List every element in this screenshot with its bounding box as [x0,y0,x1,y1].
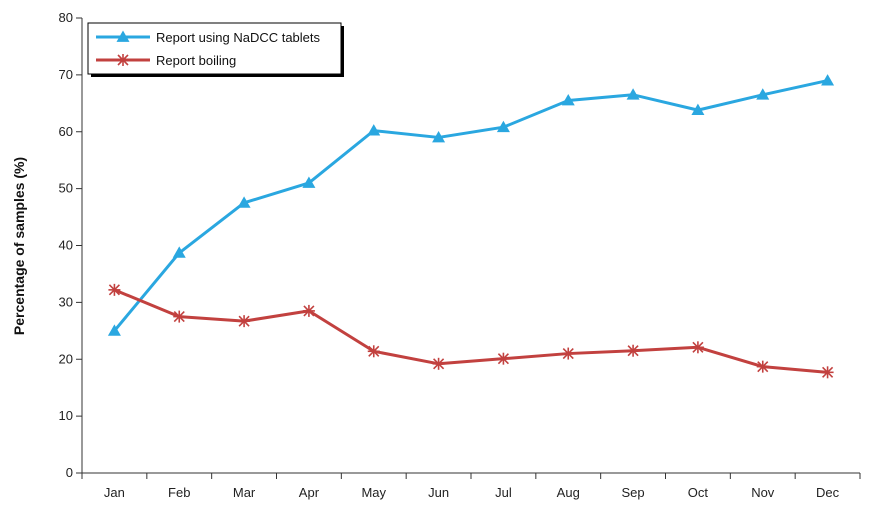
series-layer [107,74,835,379]
data-point [172,246,186,258]
legend-label: Report boiling [156,53,236,68]
series-line [113,79,828,332]
data-point [497,352,510,365]
y-tick-label: 30 [59,294,73,309]
data-point [627,344,640,357]
data-point [237,196,251,208]
y-axis-title: Percentage of samples (%) [11,157,27,335]
y-tick-label: 50 [59,181,73,196]
data-point [238,315,251,328]
legend-marker [116,30,130,42]
x-tick-label: May [361,485,386,500]
y-tick-label: 70 [59,67,73,82]
x-tick-label: Oct [688,485,709,500]
data-point [691,341,704,354]
y-tick-label: 80 [59,10,73,25]
data-point [691,103,705,116]
y-tick-label: 60 [59,124,73,139]
x-tick-label: Jun [428,485,449,500]
y-tick-label: 10 [59,408,73,423]
data-point [367,124,381,136]
data-point [173,310,186,323]
data-point [562,347,575,360]
data-point [302,304,315,317]
data-point [756,360,769,373]
x-tick-label: Nov [751,485,775,500]
series-line [113,288,828,374]
data-point [432,357,445,370]
x-tick-label: Aug [557,485,580,500]
data-point [432,130,446,143]
y-tick-label: 20 [59,351,73,366]
data-point [107,324,121,336]
x-tick-label: Sep [622,485,645,500]
data-point [821,74,835,86]
legend-marker [117,54,129,66]
data-point [496,120,510,133]
axes [81,18,860,474]
data-point [108,283,121,296]
x-tick-label: Apr [299,485,320,500]
data-point [821,366,834,379]
y-tick-label: 0 [66,465,73,480]
data-point [756,88,770,100]
x-tick-label: Dec [816,485,840,500]
legend-label: Report using NaDCC tablets [156,30,321,45]
x-ticks: Jan Feb Mar Apr May Jun Jul Aug Sep Oct Nov Dec [81,473,861,500]
x-tick-label: Mar [233,485,256,500]
data-point [302,176,316,188]
legend-box [87,22,342,75]
data-point [626,88,640,100]
legend: Report using NaDCC tablets Report boiling [87,22,344,77]
series-nadcc [107,74,835,336]
data-point [367,345,380,358]
y-ticks: 0 10 20 30 40 50 60 70 80 [59,10,82,480]
data-point [561,93,575,106]
x-tick-label: Jan [104,485,125,500]
x-tick-label: Feb [168,485,190,500]
y-tick-label: 40 [59,238,73,253]
series-boiling [108,283,834,379]
x-tick-label: Jul [495,485,512,500]
